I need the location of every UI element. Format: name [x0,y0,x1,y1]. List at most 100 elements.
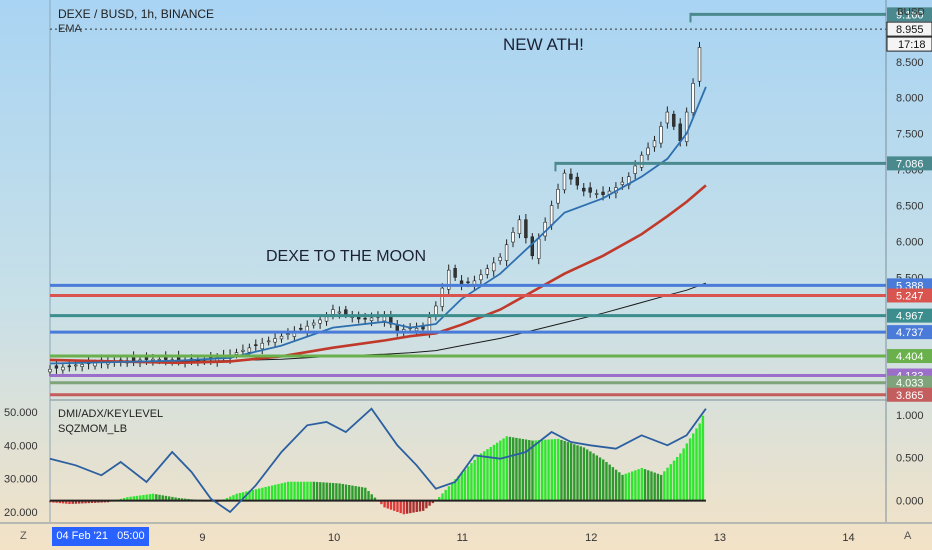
momentum-bar [319,482,322,501]
candle-body [562,172,567,191]
key-level-tag-label: 4.967 [896,311,924,323]
candle-body [569,173,573,180]
candle-body [61,366,65,371]
momentum-bar [495,442,499,501]
momentum-bar [540,439,544,501]
momentum-bar [528,440,531,501]
momentum-bar [608,464,611,501]
momentum-bar [171,496,174,501]
momentum-bar [312,481,316,501]
momentum-bar [225,498,229,501]
dmi-indicator-label[interactable]: DMI/ADX/KEYLEVEL [58,408,164,420]
momentum-bar [155,494,158,501]
momentum-bar [685,443,689,501]
momentum-bar [666,467,669,501]
momentum-bar [672,460,676,501]
candle-body [537,238,541,259]
momentum-bar [598,457,602,501]
ema-fast-line [49,86,707,365]
momentum-bar [447,486,451,501]
last-price-tag [886,21,932,37]
momentum-bar [602,459,605,501]
momentum-bar [145,494,148,501]
momentum-bar [94,500,97,503]
momentum-bar [68,500,71,504]
zoom-button[interactable]: Z [20,530,27,542]
momentum-bar [637,469,640,501]
candle-body [620,181,625,185]
candle-body [492,262,496,272]
momentum-bar [698,423,701,501]
momentum-bar [354,486,357,501]
candle-body [131,356,136,361]
momentum-bar [569,443,573,501]
candle-body [652,140,657,148]
momentum-bar [692,433,695,501]
time-tick-label: 9 [199,532,205,544]
momentum-bar [132,496,135,501]
momentum-bar [454,479,457,501]
momentum-bar [585,449,589,501]
momentum-bar [473,459,476,501]
momentum-bar [659,474,663,501]
candle-body [93,362,97,367]
momentum-bar [486,449,489,501]
momentum-bar [676,457,679,501]
candle-body [318,319,322,324]
momentum-bar [550,439,553,501]
sqzmom-indicator-label[interactable]: SQZMOM_LB [58,423,128,435]
momentum-bar [695,428,698,501]
candle-body [530,236,535,257]
price-tick-label: 6.500 [896,200,924,212]
candle-body [601,191,605,195]
candle-body [369,317,374,321]
momentum-bar [534,440,537,501]
momentum-bar [524,439,528,501]
key-level-tag-label: 3.865 [896,390,924,402]
momentum-bar [61,500,65,504]
candle-body [697,47,702,82]
momentum-bar [679,453,682,501]
momentum-bar [267,486,271,501]
candle-body [678,123,682,142]
momentum-bar [277,483,280,501]
new-ath-annotation: NEW ATH! [503,35,584,54]
momentum-bar [357,486,361,501]
momentum-bar [344,484,348,501]
auto-scale-button[interactable]: A [904,530,912,542]
momentum-bar [174,497,177,501]
momentum-bar [647,470,650,501]
price-tick-label: 8.000 [896,93,924,105]
momentum-bar [386,500,390,509]
momentum-bar [489,447,492,501]
momentum-bar [502,438,505,501]
momentum-bar [380,500,383,505]
momentum-bar [81,500,84,504]
momentum-bar [396,500,399,512]
time-tick-label: 10 [328,532,340,544]
momentum-bar [151,493,155,501]
key-level-tag [887,387,932,402]
candle-body [582,187,586,192]
momentum-bar [65,500,68,504]
momentum-bar [438,497,441,501]
moon-annotation: DEXE TO THE MOON [266,248,427,265]
momentum-bar [595,455,599,501]
momentum-bar [322,482,325,501]
candle-body [414,328,419,331]
momentum-bar [579,446,582,501]
momentum-bar [258,488,261,501]
momentum-bar [290,481,293,501]
momentum-bar [389,500,393,510]
momentum-bar [139,495,142,501]
candle-body [299,328,303,330]
momentum-bar [167,496,171,501]
candle-body [556,189,560,204]
candle-body [691,83,695,113]
momentum-bar [643,469,647,501]
momentum-bar [280,483,283,501]
ema-indicator-label[interactable]: EMA [58,23,82,35]
momentum-bar [483,451,486,501]
key-level-tag [887,288,932,303]
